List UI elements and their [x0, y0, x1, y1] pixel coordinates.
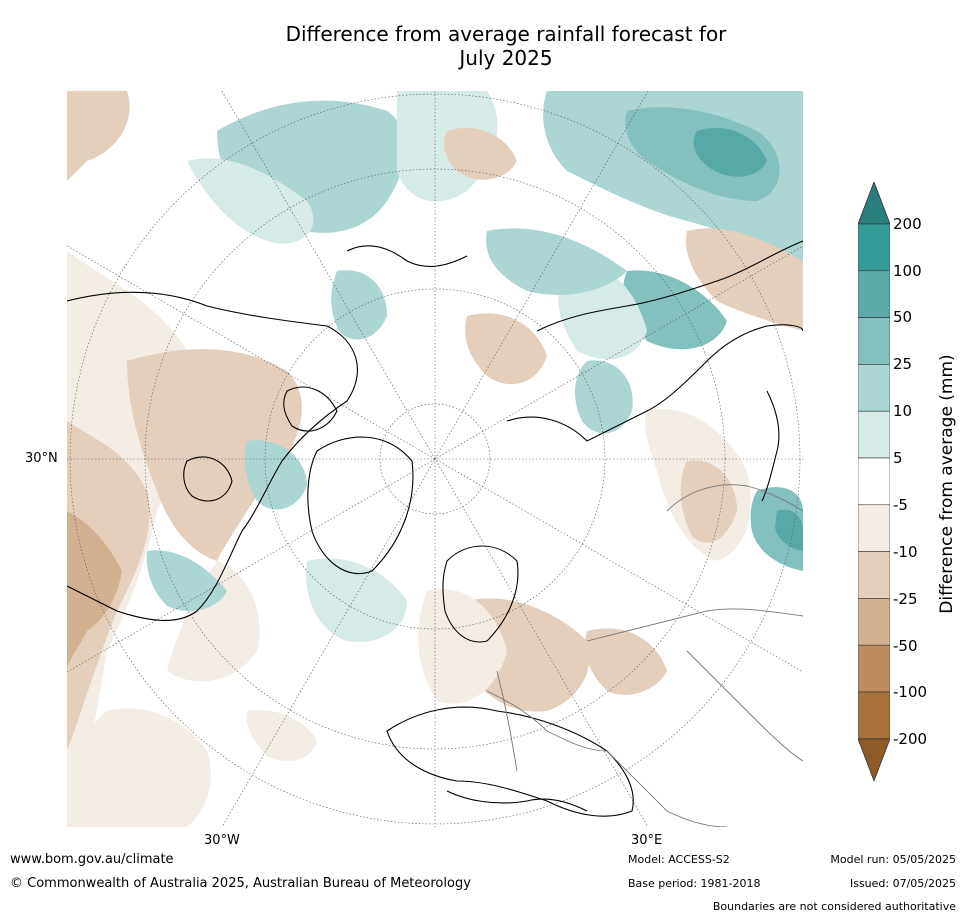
- footer-copyright: © Commonwealth of Australia 2025, Austra…: [10, 876, 471, 891]
- colorbar-tick-neg50: -50: [893, 637, 918, 655]
- graticule: [67, 91, 803, 827]
- coast-mediterranean: [446, 790, 588, 812]
- title-line-1: Difference from average rainfall forecas…: [285, 22, 727, 46]
- colorbar-extend-top: [857, 180, 891, 225]
- colorbar-swatch: [857, 598, 891, 646]
- colorbar-swatch: [857, 457, 891, 506]
- colorbar-tick-neg5: -5: [893, 496, 908, 514]
- wet-region-greenland: [244, 440, 307, 510]
- colorbar-canvas: [857, 180, 891, 782]
- dry-region-europe-east: [585, 628, 667, 695]
- border-china-mongolia: [666, 484, 803, 512]
- border-middle-east: [606, 750, 728, 827]
- wet-region-east-asia: [623, 270, 727, 350]
- footer-base-period: Base period: 1981-2018: [628, 877, 761, 890]
- chart-title: Difference from average rainfall forecas…: [200, 22, 812, 70]
- map-canvas: [67, 91, 803, 827]
- rainfall-map: [67, 91, 803, 827]
- colorbar-tick-neg10: -10: [893, 543, 918, 561]
- colorbar-tick-25: 25: [893, 355, 913, 373]
- wet-region-china-core: [775, 509, 803, 551]
- footer-model: Model: ACCESS-S2: [628, 853, 730, 866]
- lon-label-30e: 30°E: [631, 833, 663, 848]
- wet-region-north-pacific-light: [187, 158, 314, 244]
- wet-region-atlantic: [306, 558, 407, 642]
- coast-japan: [761, 390, 780, 502]
- colorbar-tick-100: 100: [893, 262, 922, 280]
- dry-region-north-center: [444, 127, 517, 180]
- dry-region-central-siberia: [465, 313, 547, 385]
- colorbar: [857, 180, 891, 782]
- colorbar-swatch: [857, 223, 891, 272]
- dry-region-topleft: [67, 91, 130, 181]
- title-line-2: July 2025: [459, 46, 553, 70]
- dry-region-west-core: [67, 511, 122, 671]
- coast-arctic-islands: [283, 386, 338, 432]
- wet-region-north-atlantic: [146, 550, 227, 611]
- wet-region-alaska: [331, 270, 387, 340]
- wet-region-siberia-ring: [486, 228, 627, 295]
- colorbar-swatch: [857, 410, 891, 459]
- colorbar-tick-neg25: -25: [893, 590, 918, 608]
- dry-region-china: [680, 460, 737, 543]
- colorbar-tick-10: 10: [893, 402, 913, 420]
- country-borders: [486, 484, 803, 827]
- colorbar-swatch: [857, 270, 891, 318]
- colorbar-swatch: [857, 504, 891, 552]
- footer-model-run: Model run: 05/05/2025: [830, 853, 956, 866]
- lat-circle-60: [264, 288, 606, 630]
- lon-label-30w: 30°W: [204, 833, 240, 848]
- lat-label-30n: 30°N: [25, 451, 58, 466]
- coast-alaska-east: [346, 245, 468, 267]
- footer-website: www.bom.gov.au/climate: [10, 852, 174, 867]
- coast-hudson-bay: [183, 456, 233, 502]
- dry-region-northamerica: [127, 349, 302, 561]
- colorbar-swatch: [857, 364, 891, 412]
- border-india: [686, 650, 803, 762]
- border-russia-kazakhstan: [586, 608, 803, 642]
- border-europe-2: [496, 670, 518, 772]
- wet-region-siberia-core: [693, 127, 767, 177]
- footer-disclaimer: Boundaries are not considered authoritat…: [712, 900, 956, 913]
- dry-region-northamerica-light: [167, 561, 260, 682]
- colorbar-tick-5: 5: [893, 449, 903, 467]
- footer-issued: Issued: 07/05/2025: [849, 877, 956, 890]
- coast-siberia-upper: [536, 240, 803, 332]
- coast-siberia-north: [506, 324, 803, 442]
- coast-north-america: [67, 291, 358, 621]
- colorbar-tick-50: 50: [893, 308, 913, 326]
- coastlines: [67, 240, 803, 817]
- anomaly-layer: [67, 91, 803, 827]
- colorbar-tick-200: 200: [893, 215, 922, 233]
- dry-region-europe-light: [418, 589, 507, 704]
- coast-greenland: [307, 436, 414, 575]
- colorbar-swatch: [857, 644, 891, 693]
- colorbar-swatch: [857, 551, 891, 599]
- colorbar-tick-neg200: -200: [893, 730, 928, 748]
- colorbar-swatch: [857, 691, 891, 740]
- dry-region-east-asia: [686, 228, 803, 331]
- colorbar-extend-bottom: [857, 738, 891, 782]
- colorbar-tick-neg100: -100: [893, 683, 928, 701]
- colorbar-label: Difference from average (mm): [937, 354, 957, 614]
- coast-europe: [386, 706, 634, 817]
- dry-region-south-mid: [246, 710, 317, 761]
- coast-scandinavia: [442, 545, 519, 643]
- wet-region-central-asia: [575, 360, 633, 434]
- colorbar-swatch: [857, 317, 891, 365]
- dry-region-south: [67, 708, 211, 827]
- border-europe-1: [486, 690, 608, 752]
